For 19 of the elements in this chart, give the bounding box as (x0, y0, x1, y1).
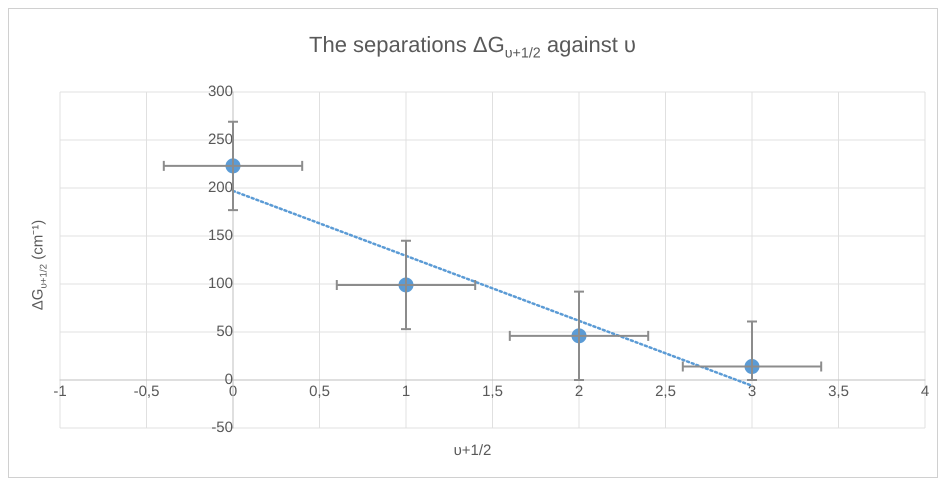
x-tick-label: 4 (920, 383, 930, 400)
x-tick-label: -0,5 (134, 383, 160, 400)
x-tick-label: 3,5 (828, 383, 849, 400)
x-tick-label: 1 (402, 383, 410, 400)
chart-title: The separations ΔG$_{υ+1/2}$ against υ (308, 32, 637, 62)
x-tick-label: 2 (574, 383, 584, 400)
x-axis-title: υ+1/2 (452, 442, 492, 459)
y-tick-label: 50 (216, 323, 233, 340)
x-tick-label: 2,5 (655, 383, 676, 400)
x-tick-label: 0,5 (309, 383, 330, 400)
x-tick-label: 1,5 (482, 383, 503, 400)
y-tick-label: 150 (208, 227, 233, 244)
y-tick-label: -50 (211, 419, 233, 436)
y-tick-label: 200 (208, 179, 233, 196)
x-tick-label: -1 (53, 383, 67, 400)
y-tick-label: 100 (208, 275, 233, 292)
y-tick-label: 300 (208, 83, 233, 100)
x-tick-label: 3 (748, 383, 756, 400)
y-tick-label: 250 (208, 131, 233, 148)
